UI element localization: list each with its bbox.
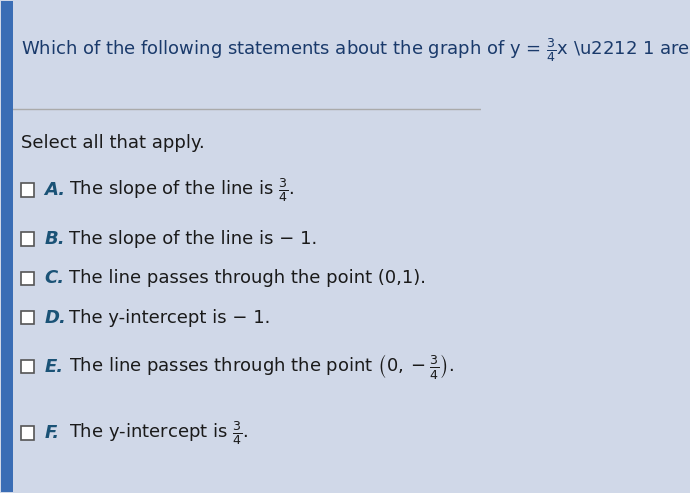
Text: F.: F.	[45, 424, 60, 442]
Bar	[1, 1, 13, 492]
Text: The line passes through the point $\left(0, -\frac{3}{4}\right)$.: The line passes through the point $\left…	[68, 352, 453, 381]
Bar	[21, 183, 34, 197]
Text: D.: D.	[45, 309, 66, 326]
Text: The y-intercept is − 1.: The y-intercept is − 1.	[68, 309, 270, 326]
Text: B.: B.	[45, 230, 65, 248]
Text: The slope of the line is $\frac{3}{4}$.: The slope of the line is $\frac{3}{4}$.	[68, 176, 294, 204]
Text: The line passes through the point (0,1).: The line passes through the point (0,1).	[68, 269, 426, 287]
Bar	[21, 232, 34, 246]
Bar	[21, 311, 34, 324]
Text: C.: C.	[45, 269, 65, 287]
Text: Which of the following statements about the graph of y = $\frac{3}{4}$x \u2212 1: Which of the following statements about …	[21, 35, 690, 64]
Text: Select all that apply.: Select all that apply.	[21, 134, 204, 152]
Bar	[21, 426, 34, 440]
Text: The slope of the line is − 1.: The slope of the line is − 1.	[68, 230, 317, 248]
Bar	[21, 360, 34, 374]
Text: A.: A.	[45, 181, 66, 199]
Bar	[21, 272, 34, 285]
Text: E.: E.	[45, 357, 63, 376]
Text: The y-intercept is $\frac{3}{4}$.: The y-intercept is $\frac{3}{4}$.	[68, 419, 248, 447]
